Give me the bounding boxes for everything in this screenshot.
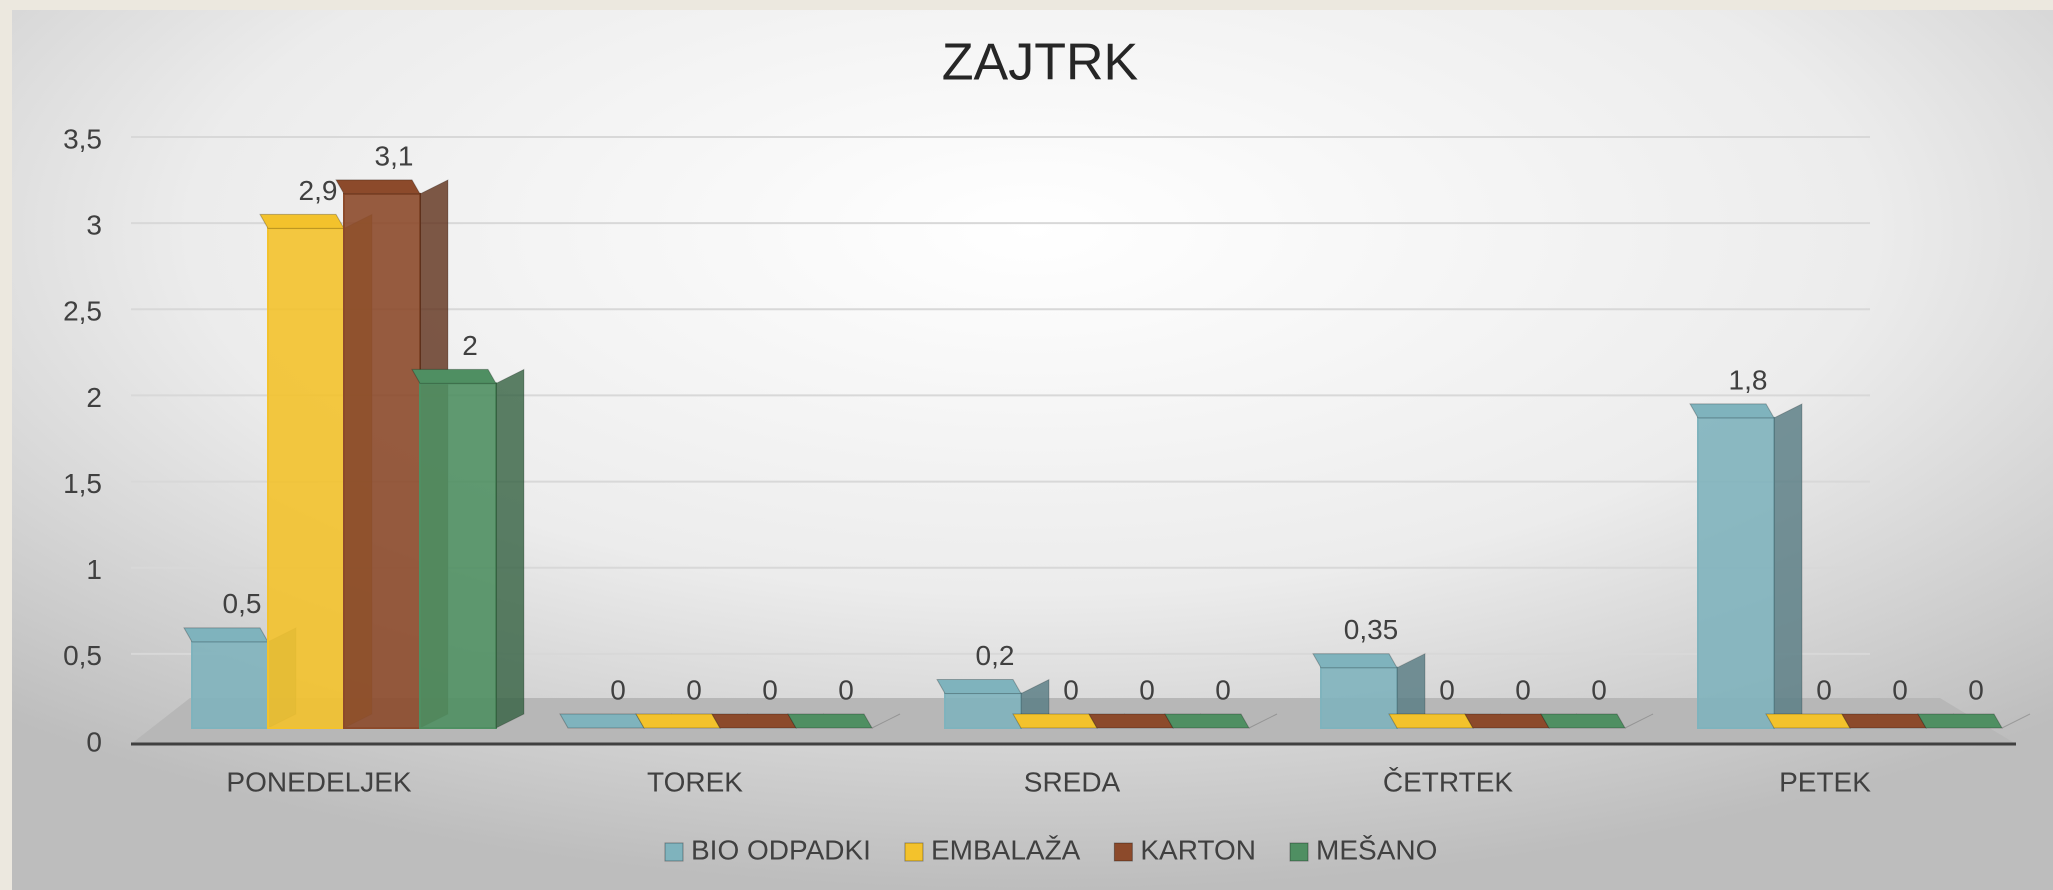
- bar-top: [787, 713, 873, 729]
- bar: [343, 192, 421, 729]
- bar-top: [559, 713, 645, 729]
- data-label: 0,35: [1344, 614, 1399, 645]
- bar-top: [1765, 713, 1851, 729]
- y-tick-label: 0,5: [63, 640, 102, 671]
- bar-top: [411, 368, 497, 384]
- chart-title: ZAJTRK: [942, 34, 1139, 92]
- bar-top: [1689, 403, 1775, 419]
- data-label: 0: [1892, 674, 1908, 705]
- bar: [191, 640, 269, 729]
- bar-side: [1248, 713, 1278, 729]
- y-tick-label: 1,5: [63, 468, 102, 499]
- y-tick-label: 2: [86, 382, 102, 413]
- bar-side: [2001, 713, 2031, 729]
- bar-shade: [1774, 403, 1802, 728]
- x-tick-label: PONEDELJEK: [226, 766, 411, 797]
- legend-swatch: [1113, 842, 1133, 862]
- data-label: 0: [1139, 674, 1155, 705]
- legend-label: EMBALAŽA: [931, 834, 1081, 865]
- legend-swatch: [904, 842, 924, 862]
- y-tick-label: 2,5: [63, 296, 102, 327]
- bar-top: [1540, 713, 1626, 729]
- bar: [944, 692, 1022, 729]
- data-label: 0: [1215, 674, 1231, 705]
- data-label: 0: [838, 674, 854, 705]
- bar: [267, 227, 345, 729]
- bar: [1697, 416, 1775, 729]
- bar-top: [711, 713, 797, 729]
- bar-top: [936, 679, 1022, 695]
- bar-side: [1624, 713, 1654, 729]
- bar-top: [1917, 713, 2003, 729]
- bar-top: [259, 213, 345, 229]
- legend-swatch: [1289, 842, 1309, 862]
- data-label: 0: [1439, 674, 1455, 705]
- data-label: 0: [1968, 674, 1984, 705]
- data-label: 0: [1515, 674, 1531, 705]
- data-label: 0: [1063, 674, 1079, 705]
- bar-top: [335, 179, 421, 195]
- bar-top: [1312, 653, 1398, 669]
- data-label: 0,2: [976, 640, 1015, 671]
- data-label: 1,8: [1729, 364, 1768, 395]
- bar-side: [871, 713, 901, 729]
- bar: [1320, 666, 1398, 730]
- bar: [419, 382, 497, 729]
- y-tick-label: 1: [86, 554, 102, 585]
- y-tick-label: 3,5: [63, 123, 102, 154]
- data-label: 3,1: [375, 140, 414, 171]
- bar-top: [1388, 713, 1474, 729]
- data-label: 0: [1591, 674, 1607, 705]
- bar-side: [495, 368, 525, 729]
- bar-top: [1841, 713, 1927, 729]
- data-label: 0: [610, 674, 626, 705]
- legend-label: BIO ODPADKI: [691, 834, 871, 865]
- legend-label: MEŠANO: [1316, 834, 1437, 865]
- bar-top: [1012, 713, 1098, 729]
- x-tick-label: SREDA: [1024, 766, 1121, 797]
- bar-shade: [496, 369, 524, 728]
- bar-top: [635, 713, 721, 729]
- legend-swatch: [664, 842, 684, 862]
- y-tick-label: 3: [86, 210, 102, 241]
- bar-shade: [1397, 653, 1425, 728]
- legend-label: KARTON: [1140, 834, 1256, 865]
- bar-top: [1164, 713, 1250, 729]
- data-label: 0: [1816, 674, 1832, 705]
- data-label: 0: [686, 674, 702, 705]
- data-label: 2: [462, 330, 478, 361]
- x-tick-label: TOREK: [647, 766, 743, 797]
- x-tick-label: ČETRTEK: [1383, 766, 1513, 797]
- y-tick-label: 0: [86, 726, 102, 757]
- bar-top: [1088, 713, 1174, 729]
- x-tick-label: PETEK: [1779, 766, 1871, 797]
- data-label: 0,5: [223, 588, 262, 619]
- data-label: 2,9: [299, 175, 338, 206]
- bar-top: [183, 627, 269, 643]
- bar-top: [1464, 713, 1550, 729]
- data-label: 0: [762, 674, 778, 705]
